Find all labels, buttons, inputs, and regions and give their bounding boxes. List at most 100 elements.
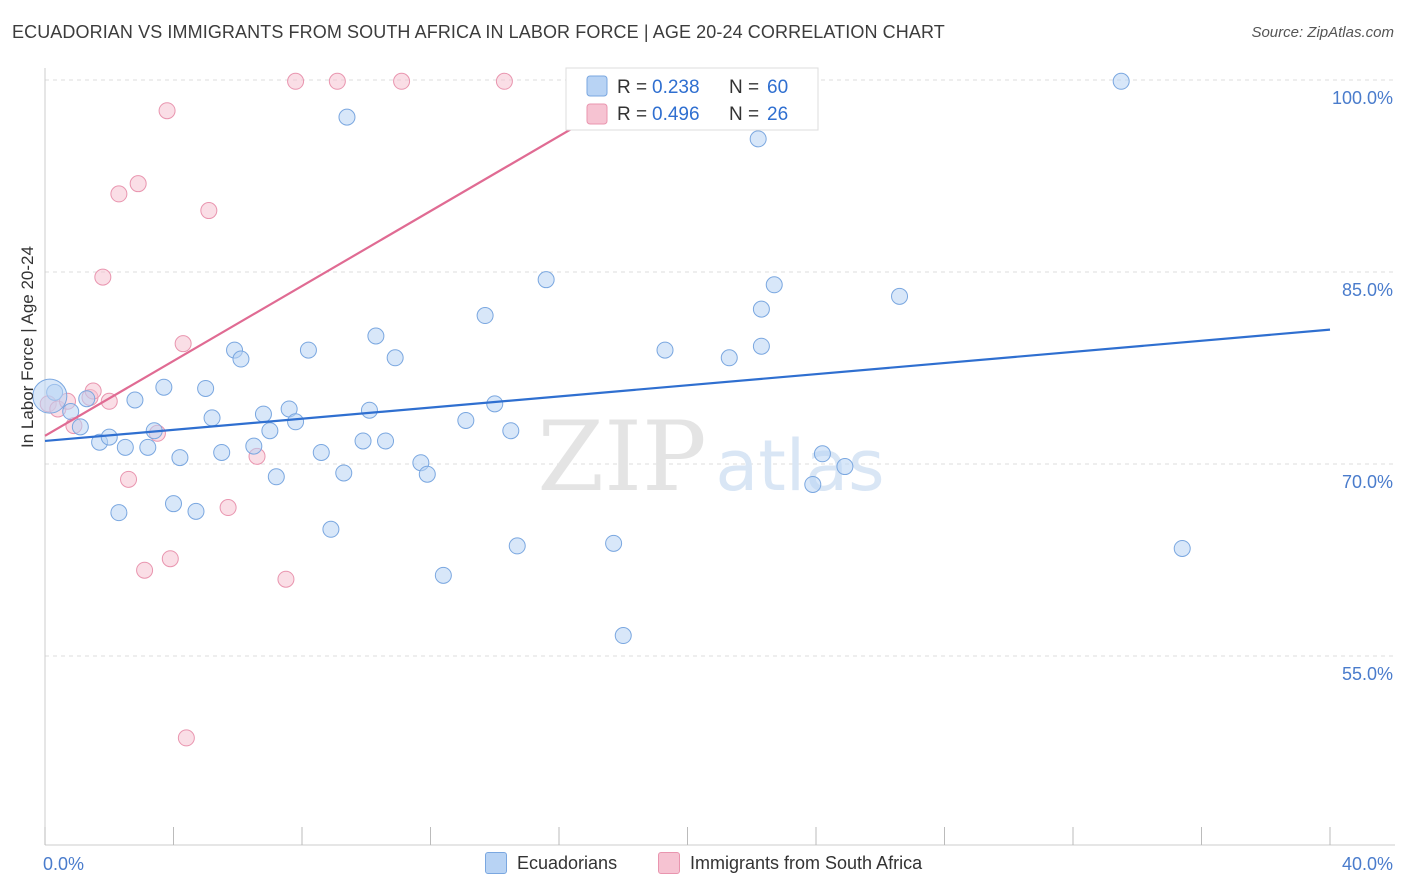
legend-r-value-1: 0.238 [652, 77, 700, 98]
data-point [502, 422, 520, 440]
data-point [476, 307, 494, 325]
data-point [656, 341, 674, 359]
data-point [200, 202, 218, 220]
data-point [158, 102, 176, 120]
x-tick-label: 40.0% [1342, 854, 1393, 874]
data-point [232, 350, 250, 368]
legend-item-south-africa[interactable]: Immigrants from South Africa [658, 852, 922, 874]
data-point [752, 300, 770, 318]
data-point [287, 72, 305, 90]
watermark: ZIP atlas [537, 401, 884, 513]
data-point [836, 458, 854, 476]
series-ecuadorians-points [32, 72, 1191, 645]
data-point [62, 403, 80, 421]
data-point [267, 468, 285, 486]
data-point [328, 72, 346, 90]
data-point [537, 271, 555, 289]
data-point [287, 413, 305, 431]
source-label: Source: ZipAtlas.com [1251, 24, 1394, 41]
tick-labels: 100.0% 85.0% 70.0% 55.0% 0.0% 40.0% [43, 88, 1393, 874]
data-point [213, 443, 231, 461]
legend-n-label-2: N = [729, 104, 759, 125]
data-point [1173, 539, 1191, 557]
data-point [254, 405, 272, 423]
data-point [891, 287, 909, 305]
data-point [129, 175, 147, 193]
data-point [434, 566, 452, 584]
axes [44, 68, 1395, 846]
data-point [165, 495, 182, 513]
y-tick-label: 55.0% [1342, 664, 1393, 684]
data-point [110, 504, 128, 522]
data-point [139, 438, 157, 456]
data-point [161, 550, 179, 568]
x-tick-label: 0.0% [43, 854, 84, 874]
data-point [261, 422, 279, 440]
legend-r-label-2: R = [617, 104, 647, 125]
data-point [312, 443, 330, 461]
data-point [120, 470, 138, 488]
data-point [418, 465, 436, 483]
data-point [245, 437, 263, 455]
data-point [377, 432, 395, 450]
legend-swatch-pink [586, 103, 608, 125]
data-point [393, 72, 411, 90]
data-point [78, 390, 96, 408]
y-axis-label: In Labor Force | Age 20-24 [18, 246, 37, 448]
data-point [508, 537, 526, 555]
data-point [174, 335, 192, 353]
data-point [354, 432, 372, 450]
legend-label-ecuadorians: Ecuadorians [517, 852, 618, 873]
data-point [765, 276, 783, 294]
data-point [335, 464, 353, 482]
legend-r-label-1: R = [617, 77, 647, 98]
legend-box: R = 0.238 N = 60 R = 0.496 N = 26 [565, 67, 819, 131]
data-point [495, 72, 513, 90]
data-point [116, 438, 134, 456]
data-point [1112, 72, 1130, 90]
y-tick-label: 85.0% [1342, 280, 1393, 300]
y-tick-label: 100.0% [1332, 88, 1393, 108]
data-point [360, 401, 378, 419]
data-point [136, 561, 154, 579]
data-point [338, 108, 356, 126]
legend-label-south-africa: Immigrants from South Africa [690, 852, 923, 873]
data-point [367, 327, 385, 345]
watermark-zip: ZIP [537, 401, 706, 513]
data-point [100, 428, 118, 446]
data-point [457, 411, 475, 429]
data-point [32, 378, 68, 414]
data-point [749, 130, 767, 148]
data-point [277, 570, 295, 588]
data-point [386, 349, 404, 367]
data-point [197, 379, 215, 397]
data-point [299, 341, 317, 359]
chart-title: ECUADORIAN VS IMMIGRANTS FROM SOUTH AFRI… [12, 22, 945, 42]
data-point [187, 502, 205, 520]
data-point [614, 627, 632, 645]
gridlines [45, 79, 1395, 657]
data-point [177, 729, 195, 747]
data-point [71, 418, 89, 436]
data-point [126, 391, 144, 409]
legend-swatch-ecuadorians [485, 852, 507, 874]
data-point [813, 445, 831, 463]
trend-line-pink [44, 79, 656, 437]
data-point [219, 499, 237, 517]
data-point [110, 185, 128, 203]
data-point [752, 337, 770, 355]
legend-swatch-blue [586, 75, 608, 97]
data-point [203, 409, 221, 427]
trend-lines [44, 79, 1331, 443]
data-point [171, 449, 189, 467]
bottom-legend: Ecuadorians Immigrants from South Africa [0, 852, 1406, 878]
data-point [720, 349, 738, 367]
legend-item-ecuadorians[interactable]: Ecuadorians [485, 852, 617, 874]
data-point [322, 520, 340, 538]
data-point [804, 475, 822, 493]
legend-n-value-1: 60 [767, 77, 788, 98]
data-point [155, 378, 173, 396]
legend-n-label-1: N = [729, 77, 759, 98]
legend-swatch-south-africa [658, 852, 680, 874]
